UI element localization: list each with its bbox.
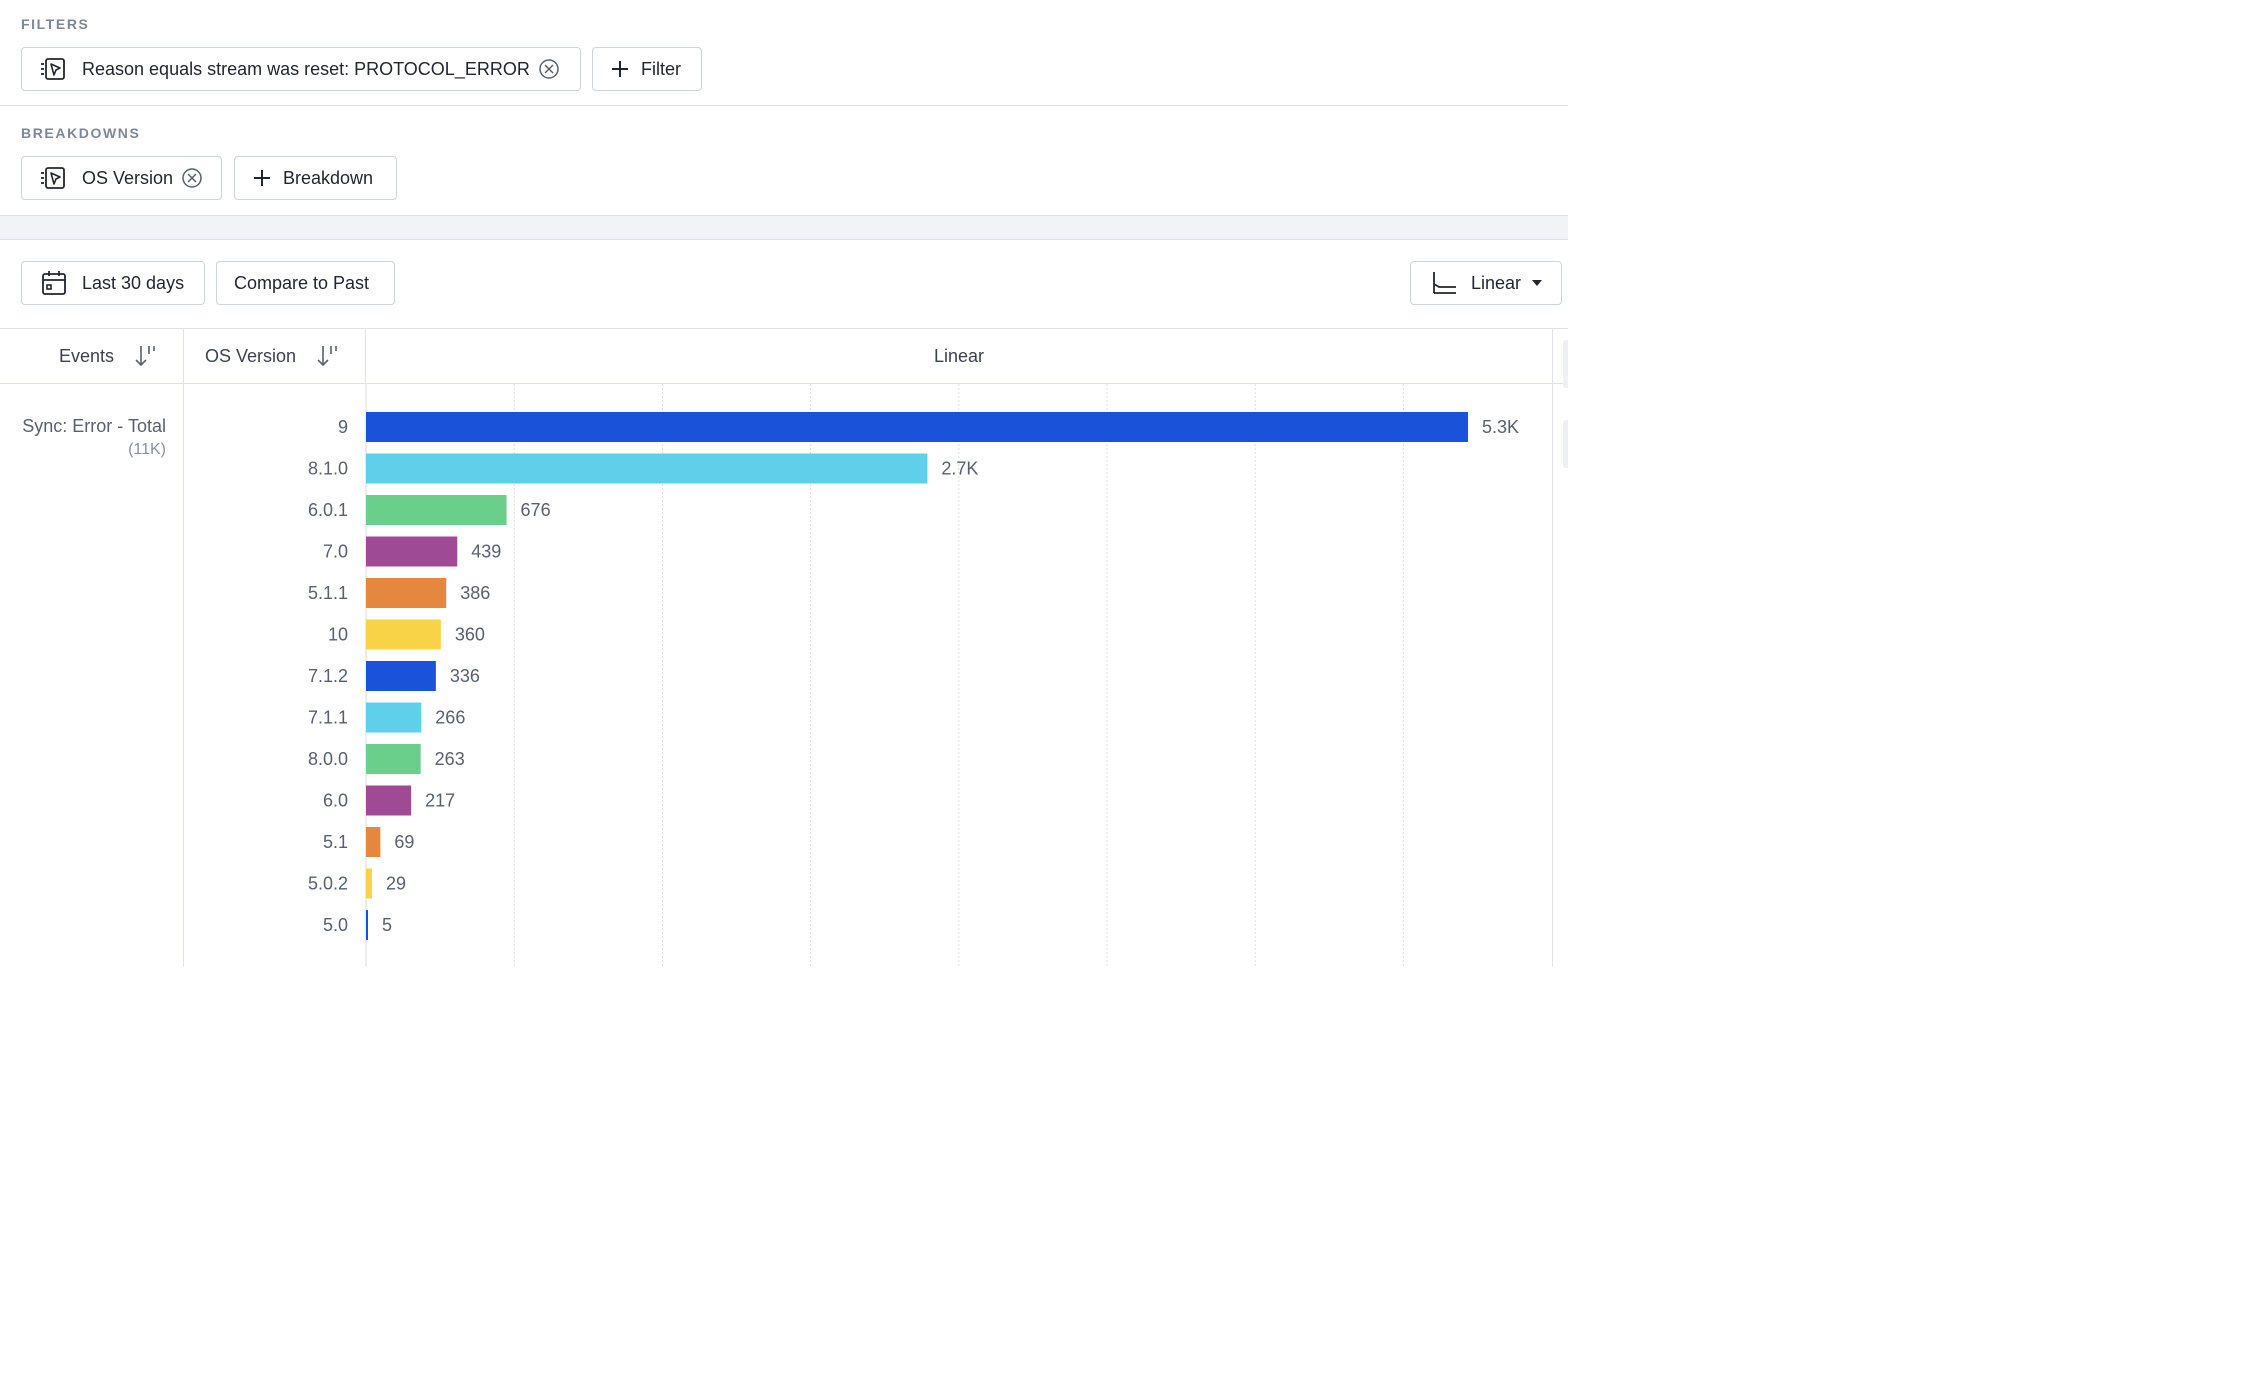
- category-label: 10: [328, 625, 348, 645]
- bar[interactable]: [366, 744, 421, 774]
- events-column-label: Events: [59, 345, 115, 366]
- breakdown-chip-label: OS Version: [82, 167, 174, 188]
- bar[interactable]: [366, 578, 447, 608]
- bar-value-label: 69: [394, 832, 414, 852]
- category-label: 8.0.0: [308, 749, 348, 769]
- add-breakdown-button[interactable]: Breakdown: [234, 156, 397, 200]
- bar-value-label: 217: [425, 791, 455, 811]
- sort-icon[interactable]: [133, 344, 157, 368]
- bar[interactable]: [366, 619, 441, 650]
- category-label: 6.0: [323, 791, 348, 811]
- scale-label: Linear: [1471, 272, 1522, 293]
- date-range-label: Last 30 days: [82, 272, 185, 293]
- bar-value-label: 263: [435, 749, 465, 769]
- table-header-border: [0, 383, 1568, 384]
- bar[interactable]: [366, 412, 1468, 442]
- bar-value-label: 266: [435, 708, 465, 728]
- scale-dropdown[interactable]: Linear: [1410, 261, 1562, 305]
- category-label: 5.0: [323, 915, 348, 935]
- plus-icon: [612, 61, 628, 77]
- category-label: 8.1.0: [308, 459, 348, 479]
- remove-breakdown-icon[interactable]: [181, 167, 203, 189]
- category-label: 7.0: [323, 542, 348, 562]
- event-selector-icon: [41, 167, 65, 189]
- category-label: 6.0.1: [308, 500, 348, 520]
- compare-to-past-button[interactable]: Compare to Past: [216, 261, 395, 305]
- chart-column-header: Linear: [366, 329, 1552, 383]
- bar[interactable]: [366, 702, 422, 733]
- bar[interactable]: [366, 453, 928, 484]
- events-column-header[interactable]: Events: [59, 329, 157, 383]
- plus-icon: [254, 170, 270, 186]
- caret-down-icon: [1532, 280, 1543, 286]
- os-version-column-label: OS Version: [205, 345, 297, 366]
- add-filter-label: Filter: [641, 58, 681, 79]
- scrollbar[interactable]: [1563, 340, 1568, 388]
- chart-column-label: Linear: [933, 345, 985, 366]
- add-breakdown-label: Breakdown: [283, 167, 374, 188]
- sort-icon[interactable]: [315, 344, 339, 368]
- filter-chip-label: Reason equals stream was reset: PROTOCOL…: [82, 58, 530, 79]
- breakdown-chip[interactable]: OS Version: [21, 156, 222, 200]
- event-total: (11K): [128, 441, 166, 458]
- table-right-border: [1552, 329, 1553, 967]
- divider: [0, 105, 1568, 106]
- bar-value-label: 2.7K: [941, 459, 978, 479]
- bar-value-label: 336: [450, 666, 480, 686]
- bar-value-label: 386: [460, 583, 490, 603]
- bar-value-label: 676: [521, 500, 551, 520]
- category-label: 5.0.2: [308, 874, 348, 894]
- breakdowns-section-title: BREAKDOWNS: [21, 125, 141, 141]
- add-filter-button[interactable]: Filter: [592, 47, 702, 91]
- bar-value-label: 439: [471, 542, 501, 562]
- column-divider: [365, 329, 366, 383]
- bar[interactable]: [366, 868, 373, 899]
- category-label: 9: [338, 417, 348, 437]
- line-chart-axis-icon: [1433, 272, 1456, 294]
- bar-value-label: 5.3K: [1482, 417, 1519, 437]
- bar[interactable]: [366, 785, 412, 816]
- bar[interactable]: [366, 495, 507, 525]
- column-divider: [183, 329, 184, 967]
- filters-section-title: FILTERS: [21, 16, 90, 32]
- table-top-border: [0, 328, 1568, 329]
- bar[interactable]: [366, 827, 381, 857]
- bar[interactable]: [366, 536, 458, 567]
- bar-value-label: 360: [455, 625, 485, 645]
- bar[interactable]: [366, 910, 368, 940]
- bar-value-label: 5: [382, 915, 392, 935]
- category-label: 5.1: [323, 832, 348, 852]
- event-name: Sync: Error - Total: [22, 416, 166, 436]
- compare-to-past-label: Compare to Past: [234, 272, 370, 293]
- scrollbar[interactable]: [1563, 420, 1568, 468]
- os-version-column-header[interactable]: OS Version: [205, 329, 339, 383]
- page: FILTERS Reason equals stream was reset: …: [0, 0, 1568, 967]
- category-label: 7.1.1: [308, 708, 348, 728]
- remove-filter-icon[interactable]: [538, 58, 560, 80]
- bar-chart: 9 8.1.0 6.0.1 7.0 5.1.1 10 7.1.2 7.1.1 8.0.0 6.0 5…: [308, 384, 1519, 967]
- filter-chip[interactable]: Reason equals stream was reset: PROTOCOL…: [21, 47, 581, 91]
- bar-value-label: 29: [386, 874, 406, 894]
- date-range-button[interactable]: Last 30 days: [21, 261, 205, 305]
- section-separator: [0, 215, 1568, 240]
- category-label: 5.1.1: [308, 583, 348, 603]
- calendar-icon: [42, 271, 66, 295]
- bar[interactable]: [366, 661, 436, 691]
- event-selector-icon: [41, 58, 65, 80]
- category-label: 7.1.2: [308, 666, 348, 686]
